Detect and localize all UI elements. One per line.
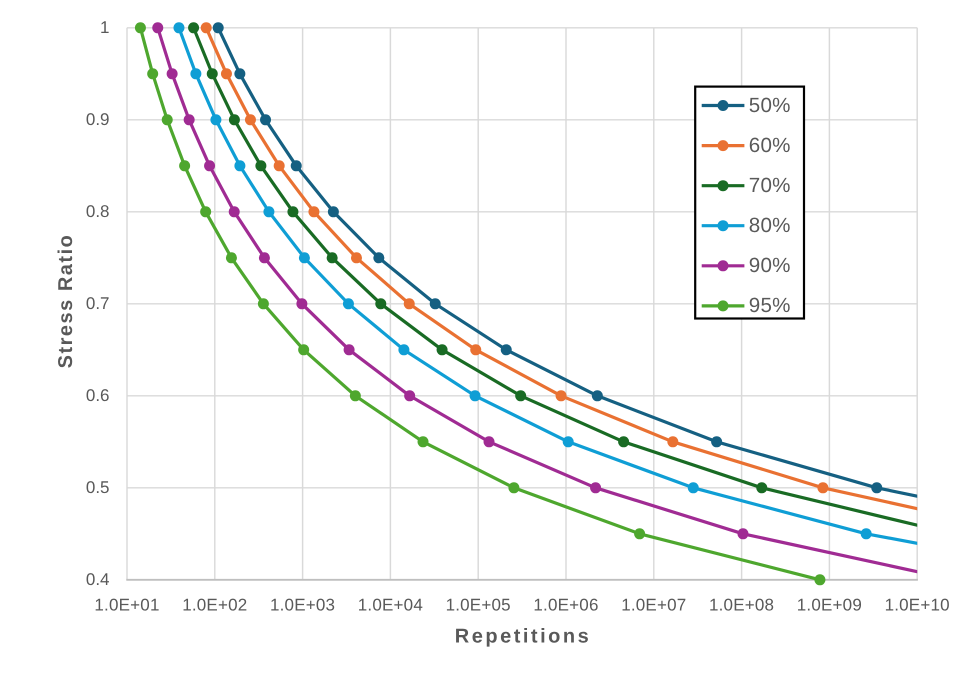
- svg-text:1: 1: [100, 18, 109, 37]
- svg-text:95%: 95%: [749, 294, 791, 317]
- svg-text:1.0E+02: 1.0E+02: [182, 595, 247, 614]
- svg-text:1.0E+08: 1.0E+08: [709, 595, 774, 614]
- svg-text:0.7: 0.7: [86, 294, 110, 313]
- svg-text:60%: 60%: [749, 134, 791, 157]
- svg-text:1.0E+10: 1.0E+10: [885, 595, 950, 614]
- svg-text:1.0E+03: 1.0E+03: [270, 595, 335, 614]
- svg-text:0.8: 0.8: [86, 202, 110, 221]
- svg-text:1.0E+01: 1.0E+01: [94, 595, 159, 614]
- svg-text:0.9: 0.9: [86, 110, 110, 129]
- svg-text:50%: 50%: [749, 94, 791, 117]
- svg-text:80%: 80%: [749, 214, 791, 237]
- svg-text:1.0E+06: 1.0E+06: [533, 595, 598, 614]
- svg-text:0.4: 0.4: [86, 570, 110, 589]
- svg-text:70%: 70%: [749, 174, 791, 197]
- svg-text:0.5: 0.5: [86, 478, 110, 497]
- svg-text:0.6: 0.6: [86, 386, 110, 405]
- svg-text:1.0E+07: 1.0E+07: [621, 595, 686, 614]
- svg-text:1.0E+09: 1.0E+09: [797, 595, 862, 614]
- svg-text:Repetitions: Repetitions: [455, 625, 591, 647]
- svg-text:1.0E+04: 1.0E+04: [358, 595, 423, 614]
- svg-text:90%: 90%: [749, 254, 791, 277]
- svg-text:Stress Ratio: Stress Ratio: [55, 234, 77, 369]
- svg-text:1.0E+05: 1.0E+05: [446, 595, 511, 614]
